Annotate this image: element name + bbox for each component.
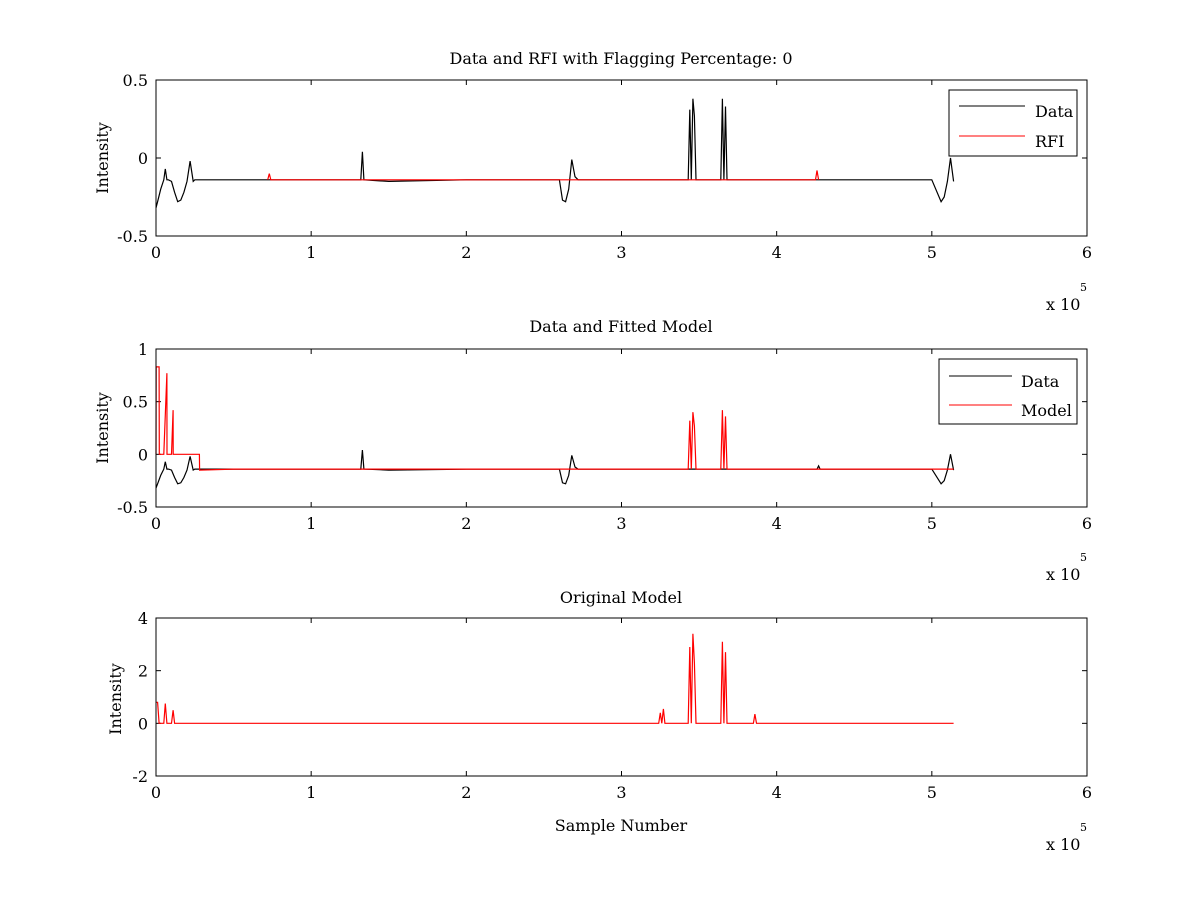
x-multiplier-text: x 10	[1046, 835, 1080, 854]
y-tick-label: 0	[138, 149, 148, 168]
series-group	[155, 98, 955, 209]
x-tick-label: 3	[616, 243, 626, 262]
x-tick-label: 3	[616, 783, 626, 802]
y-tick-label: 4	[138, 609, 148, 628]
x-multiplier: x 10 5	[1046, 281, 1087, 314]
y-axis-label: Intensity	[93, 392, 112, 464]
y-tick-label: 2	[138, 662, 148, 681]
tick-group: 0 1 2 3 4 5 6-0.500.51	[117, 340, 1092, 533]
x-tick-label: 4	[772, 783, 782, 802]
x-tick-label: 1	[306, 783, 316, 802]
x-exponent-text: 5	[1080, 821, 1087, 834]
x-tick-label: 2	[461, 514, 471, 533]
x-tick-label: 5	[927, 243, 937, 262]
series-group	[156, 633, 954, 724]
x-tick-label: 4	[772, 243, 782, 262]
y-tick-label: 0.5	[123, 71, 148, 90]
plot-frame	[155, 348, 1088, 508]
x-tick-label: 5	[927, 514, 937, 533]
series-group	[155, 366, 955, 489]
plot-frame	[155, 617, 1088, 777]
x-tick-label: 1	[306, 514, 316, 533]
plot-frame	[155, 79, 1088, 237]
chart-title: Data and RFI with Flagging Percentage: 0	[449, 49, 792, 68]
legend-label-data: Data	[1021, 372, 1060, 391]
legend-label-rfi: RFI	[1035, 132, 1064, 151]
x-tick-label: 3	[616, 514, 626, 533]
legend: Data Model	[938, 358, 1078, 425]
model-series-line	[156, 633, 954, 724]
y-axis-label: Intensity	[93, 122, 112, 194]
rfi-series-line	[267, 170, 820, 181]
chart-panel-rfi: Data and RFI with Flagging Percentage: 0…	[93, 49, 1092, 314]
y-tick-label: -0.5	[117, 498, 148, 517]
y-tick-label: 1	[138, 340, 148, 359]
chart-panel-fitted-model: Data and Fitted Model Intensity 0 1 2 3 4 5 6 -…	[93, 317, 1092, 584]
x-multiplier-text: x 10	[1046, 295, 1080, 314]
chart-title: Original Model	[560, 588, 682, 607]
x-multiplier: x 10 5	[1046, 551, 1087, 584]
legend-label-model: Model	[1021, 401, 1072, 420]
x-tick-label: 2	[461, 783, 471, 802]
x-exponent-text: 5	[1080, 281, 1087, 294]
x-tick-label: 6	[1082, 514, 1092, 533]
x-tick-label: 0	[151, 514, 161, 533]
y-tick-label: -0.5	[117, 227, 148, 246]
x-axis-label: Sample Number	[555, 816, 688, 835]
y-tick-label: 0	[138, 714, 148, 733]
model-series-line	[155, 366, 954, 471]
x-tick-label: 0	[151, 243, 161, 262]
x-tick-label: 4	[772, 514, 782, 533]
legend-box	[948, 89, 1078, 157]
x-tick-label: 6	[1082, 243, 1092, 262]
x-tick-label: 0	[151, 783, 161, 802]
legend-box	[938, 358, 1078, 425]
x-tick-label: 2	[461, 243, 471, 262]
y-tick-label: 0.5	[123, 393, 148, 412]
x-exponent-text: 5	[1080, 551, 1087, 564]
x-tick-label: 1	[306, 243, 316, 262]
y-axis-label: Intensity	[106, 663, 125, 735]
legend: Data RFI	[948, 89, 1078, 157]
chart-title: Data and Fitted Model	[529, 317, 712, 336]
y-tick-label: 0	[138, 445, 148, 464]
x-tick-label: 6	[1082, 783, 1092, 802]
x-multiplier-text: x 10	[1046, 565, 1080, 584]
y-tick-label: -2	[132, 767, 148, 786]
x-tick-label: 5	[927, 783, 937, 802]
legend-label-data: Data	[1035, 102, 1074, 121]
x-multiplier: x 10 5	[1046, 821, 1087, 854]
